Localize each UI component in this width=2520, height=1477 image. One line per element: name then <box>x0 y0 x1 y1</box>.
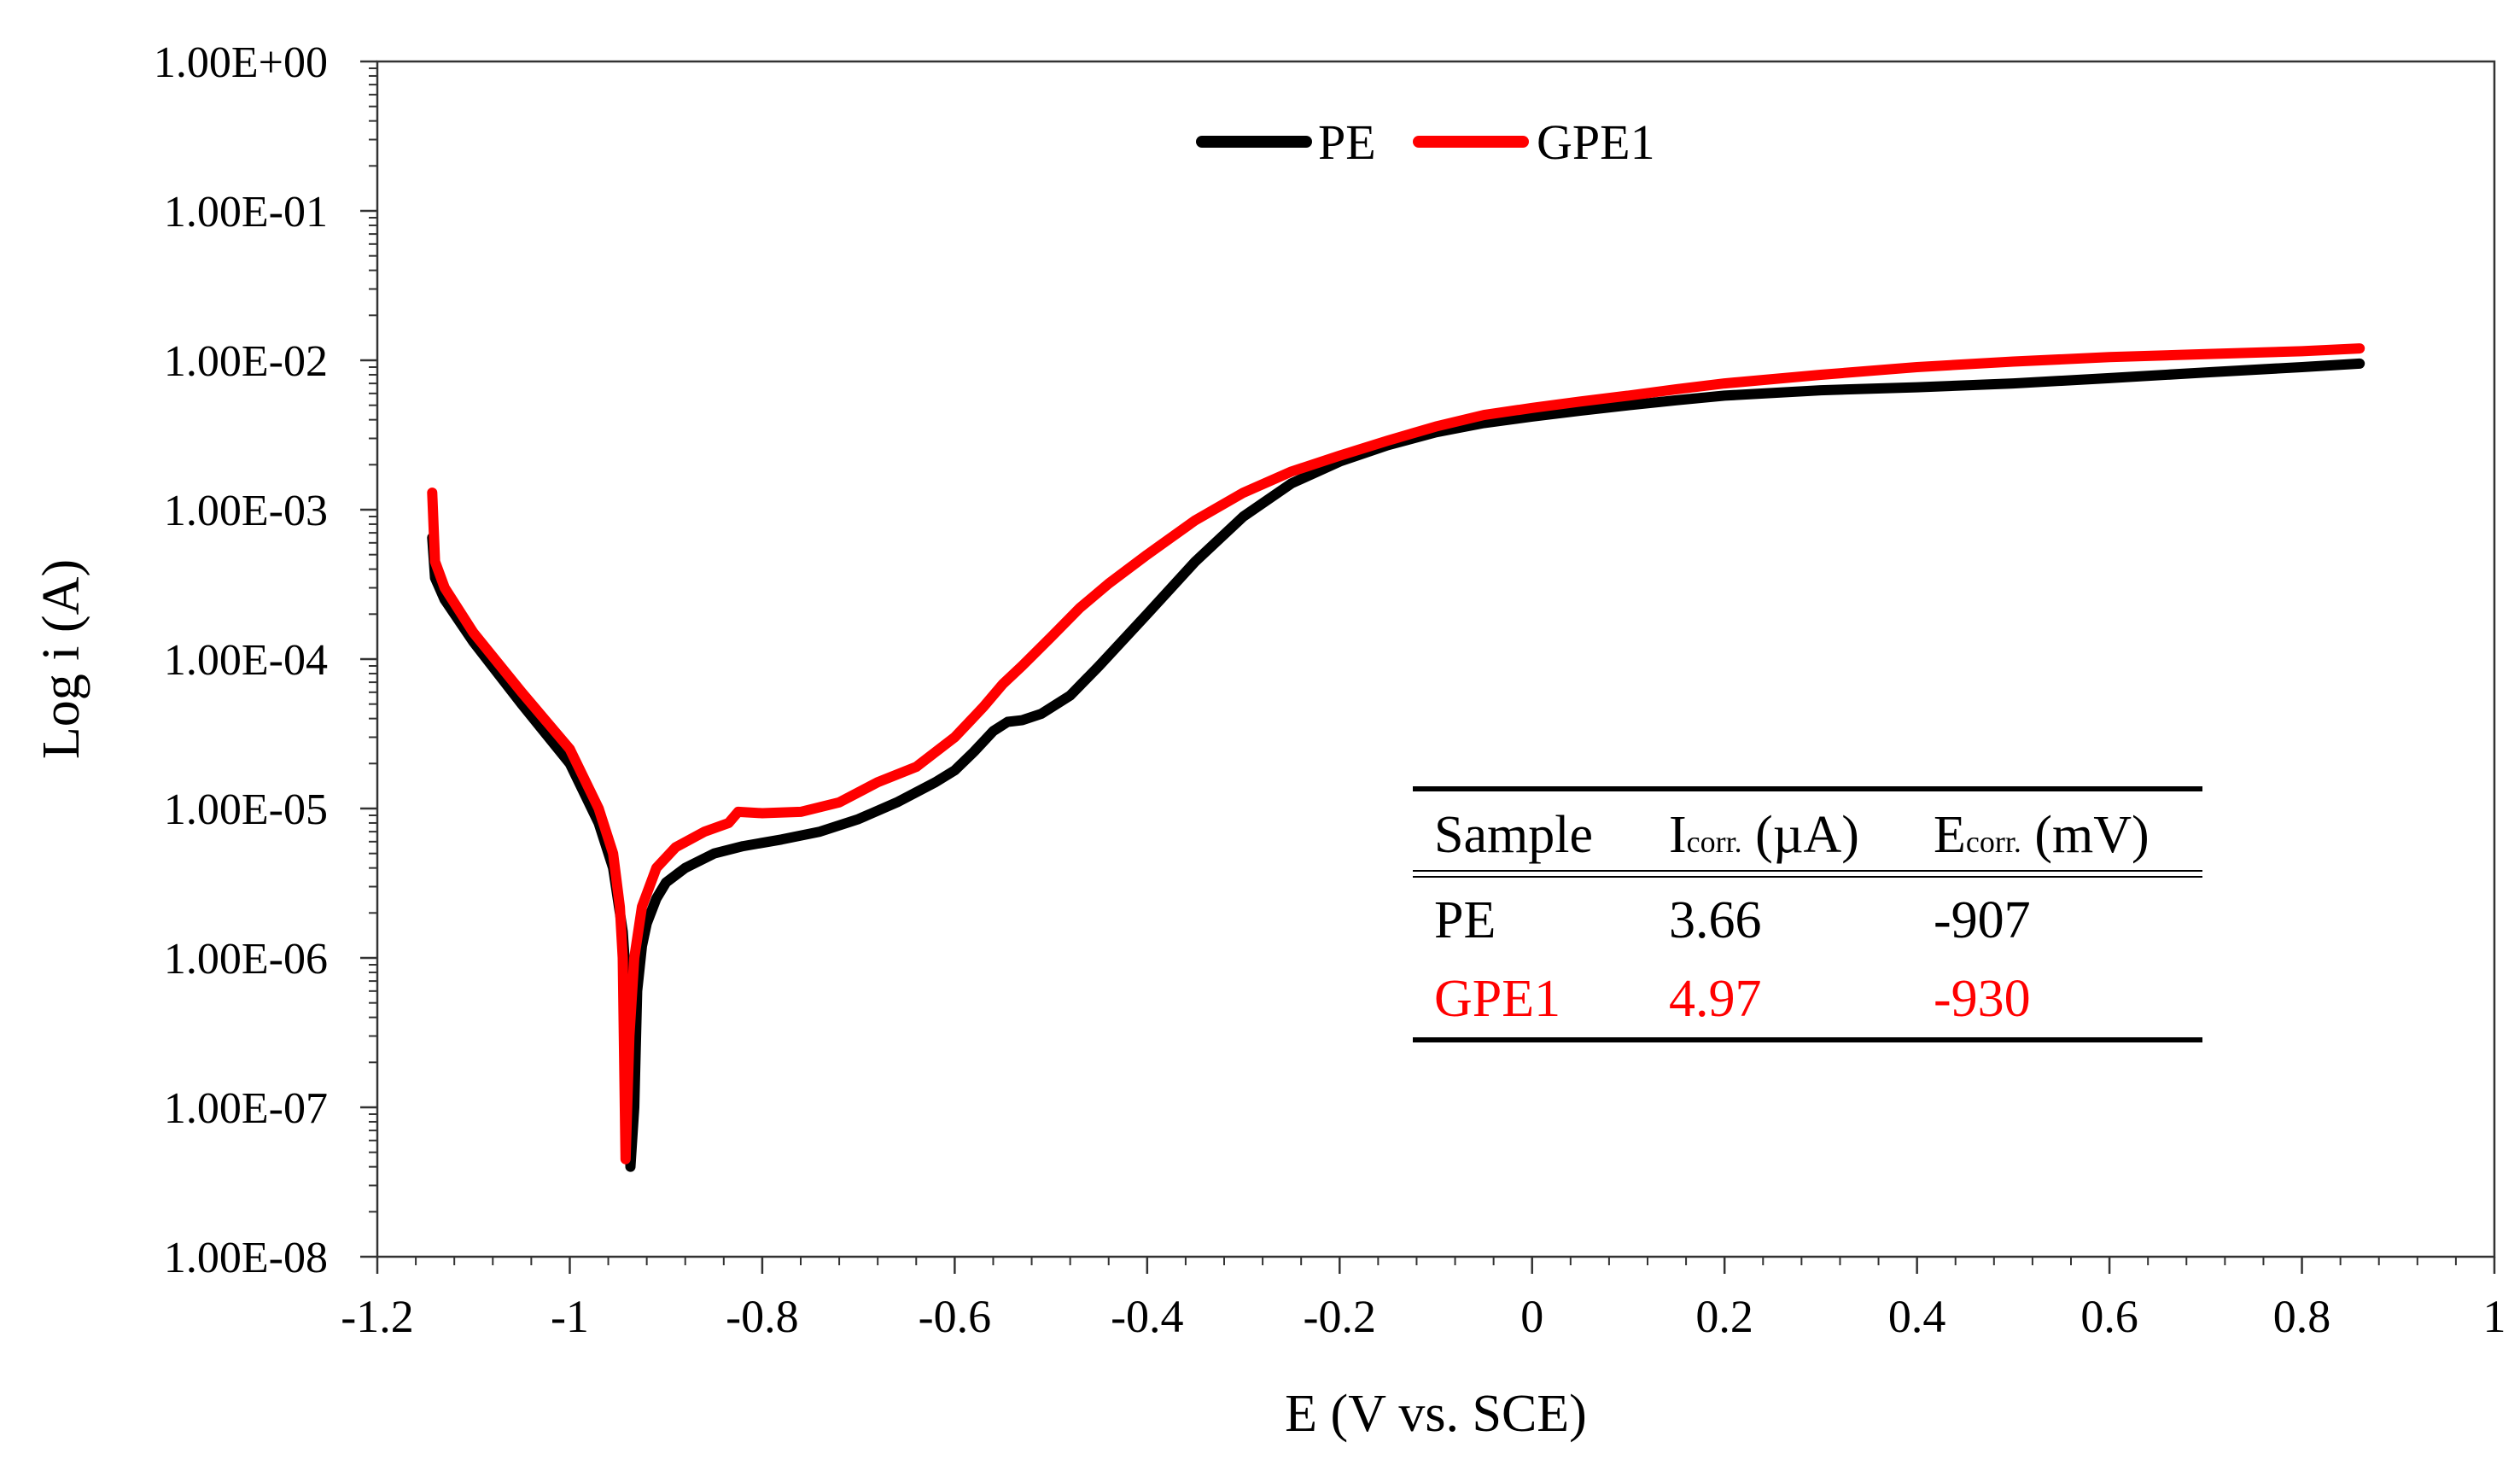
series-lines <box>427 343 2365 1172</box>
x-tick-label: 0.8 <box>2273 1291 2331 1342</box>
y-axis-ticks <box>360 60 377 1258</box>
table-cell-icorr: 4.97 <box>1669 970 1762 1028</box>
y-tick-label: 1.00E-03 <box>164 487 328 535</box>
table-background <box>1409 781 2202 1048</box>
x-tick-label: 0.6 <box>2080 1291 2138 1342</box>
table-cell-ecorr: -930 <box>1934 970 2031 1028</box>
x-tick-label: -1.2 <box>341 1291 413 1342</box>
y-tick-label: 1.00E+00 <box>154 38 328 87</box>
legend-label-gpe1: GPE1 <box>1537 114 1655 170</box>
table-header-icorr: Icorr. (µA) <box>1669 806 1859 864</box>
y-tick-label: 1.00E-07 <box>164 1084 328 1133</box>
x-tick-label: 1 <box>2483 1291 2506 1342</box>
legend-label-pe: PE <box>1318 114 1376 170</box>
table-row: PE 3.66 -907 <box>1434 891 2031 949</box>
x-tick-label: -1 <box>551 1291 589 1342</box>
x-tick-label: 0.4 <box>1888 1291 1946 1342</box>
x-tick-label: -0.8 <box>726 1291 798 1342</box>
x-tick-label: 0 <box>1520 1291 1543 1342</box>
y-tick-label: 1.00E-08 <box>164 1234 328 1282</box>
plot-area <box>376 60 2496 1258</box>
x-axis-title: E (V vs. SCE) <box>1285 1385 1587 1443</box>
legend: PE GPE1 <box>1196 114 1655 170</box>
table-header-ecorr: Ecorr. (mV) <box>1934 806 2150 864</box>
x-tick-label: -0.6 <box>919 1291 991 1342</box>
plot-border <box>376 60 2496 1258</box>
x-axis-ticks <box>376 1257 2496 1274</box>
x-tick-label: -0.2 <box>1304 1291 1376 1342</box>
y-tick-label: 1.00E-04 <box>164 636 328 685</box>
table-cell-icorr: 3.66 <box>1669 891 1762 949</box>
x-tick-label: 0.2 <box>1695 1291 1753 1342</box>
table-header-sample: Sample <box>1434 806 1593 864</box>
y-axis-tick-labels: 1.00E-08 1.00E-07 1.00E-06 1.00E-05 1.00E-04… <box>154 38 328 1282</box>
table-cell-sample: PE <box>1434 891 1496 949</box>
x-axis-tick-labels: -1.2 -1 -0.8 -0.6 -0.4 -0.2 0 0.2 0.4 0.6 0.8 1 <box>341 1291 2505 1342</box>
y-tick-label: 1.00E-02 <box>164 337 328 386</box>
table-row: GPE1 4.97 -930 <box>1434 970 2031 1028</box>
x-tick-label: -0.4 <box>1111 1291 1183 1342</box>
y-tick-label: 1.00E-05 <box>164 785 328 834</box>
corrosion-data-table: Sample Icorr. (µA) Ecorr. (mV) PE 3.66 -… <box>1409 781 2202 1048</box>
table-cell-sample: GPE1 <box>1434 970 1560 1028</box>
series-line-gpe1 <box>427 343 2365 1165</box>
y-axis-title: Log i (A) <box>32 559 90 759</box>
table-cell-ecorr: -907 <box>1934 891 2031 949</box>
y-tick-label: 1.00E-01 <box>164 188 328 236</box>
y-tick-label: 1.00E-06 <box>164 935 328 984</box>
